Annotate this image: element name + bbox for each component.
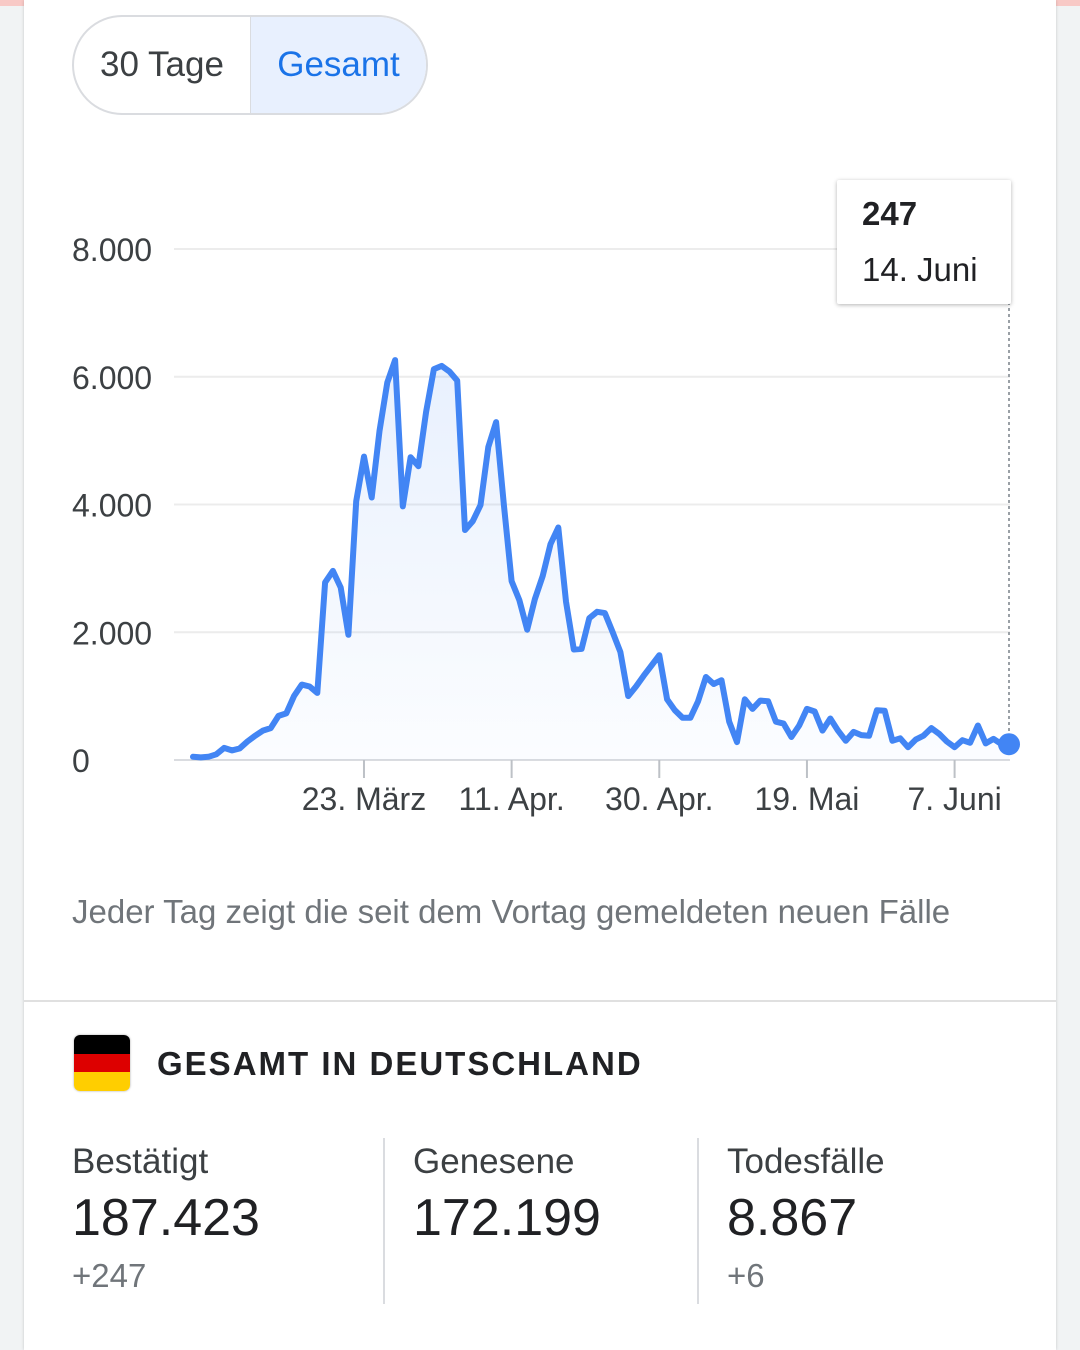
section-divider (24, 1000, 1056, 1002)
tooltip-value: 247 (862, 195, 918, 232)
y-tick-label: 6.000 (72, 360, 152, 396)
chart-footnote: Jeder Tag zeigt die seit dem Vortag geme… (72, 893, 951, 930)
y-tick-label: 4.000 (72, 488, 152, 524)
stat-deaths-value: 8.867 (727, 1189, 858, 1247)
y-tick-label: 2.000 (72, 615, 152, 651)
stat-recovered-value: 172.199 (413, 1189, 601, 1247)
series-area (193, 360, 1009, 760)
flag-stripe-gold (74, 1072, 130, 1091)
toggle-30-days[interactable]: 30 Tage (74, 17, 251, 113)
series-line (190, 357, 1012, 761)
stat-confirmed-value: 187.423 (72, 1189, 260, 1247)
section-title: GESAMT IN DEUTSCHLAND (157, 1045, 643, 1082)
x-tick-label: 11. Apr. (459, 781, 565, 817)
stat-deaths: Todesfälle 8.867 +6 (727, 1140, 885, 1298)
tooltip-date: 14. Juni (862, 251, 978, 288)
x-tick-label: 7. Juni (907, 781, 1001, 817)
x-tick-label: 23. März (302, 781, 426, 817)
x-tick-label: 19. Mai (754, 781, 859, 817)
stat-recovered: Genesene 172.199 (413, 1140, 601, 1254)
flag-stripe-black (74, 1035, 130, 1054)
stat-confirmed: Bestätigt 187.423 +247 (72, 1140, 260, 1298)
toggle-total[interactable]: Gesamt (251, 17, 426, 113)
highlight-point (998, 733, 1020, 756)
stat-separator (697, 1138, 699, 1304)
range-toggle: 30 Tage Gesamt (72, 15, 428, 115)
y-tick-label: 0 (72, 743, 90, 779)
stat-deaths-label: Todesfälle (727, 1142, 885, 1181)
stat-deaths-delta: +6 (727, 1257, 765, 1294)
stat-separator (383, 1138, 385, 1304)
covid-card: 30 Tage Gesamt 8.000 6.000 4.000 2.000 0 23. … (24, 0, 1056, 1350)
y-tick-label: 8.000 (72, 232, 152, 268)
x-tick-label: 30. Apr. (605, 781, 714, 817)
chart-tooltip: 247 14. Juni (837, 180, 1011, 304)
flag-stripe-red (74, 1053, 130, 1073)
stat-confirmed-label: Bestätigt (72, 1142, 209, 1181)
germany-flag-icon (74, 1035, 130, 1091)
cases-chart[interactable]: 8.000 6.000 4.000 2.000 0 23. März 11. Apr. 30.… (24, 150, 1056, 840)
stat-confirmed-delta: +247 (72, 1257, 147, 1294)
stat-recovered-label: Genesene (413, 1142, 575, 1181)
